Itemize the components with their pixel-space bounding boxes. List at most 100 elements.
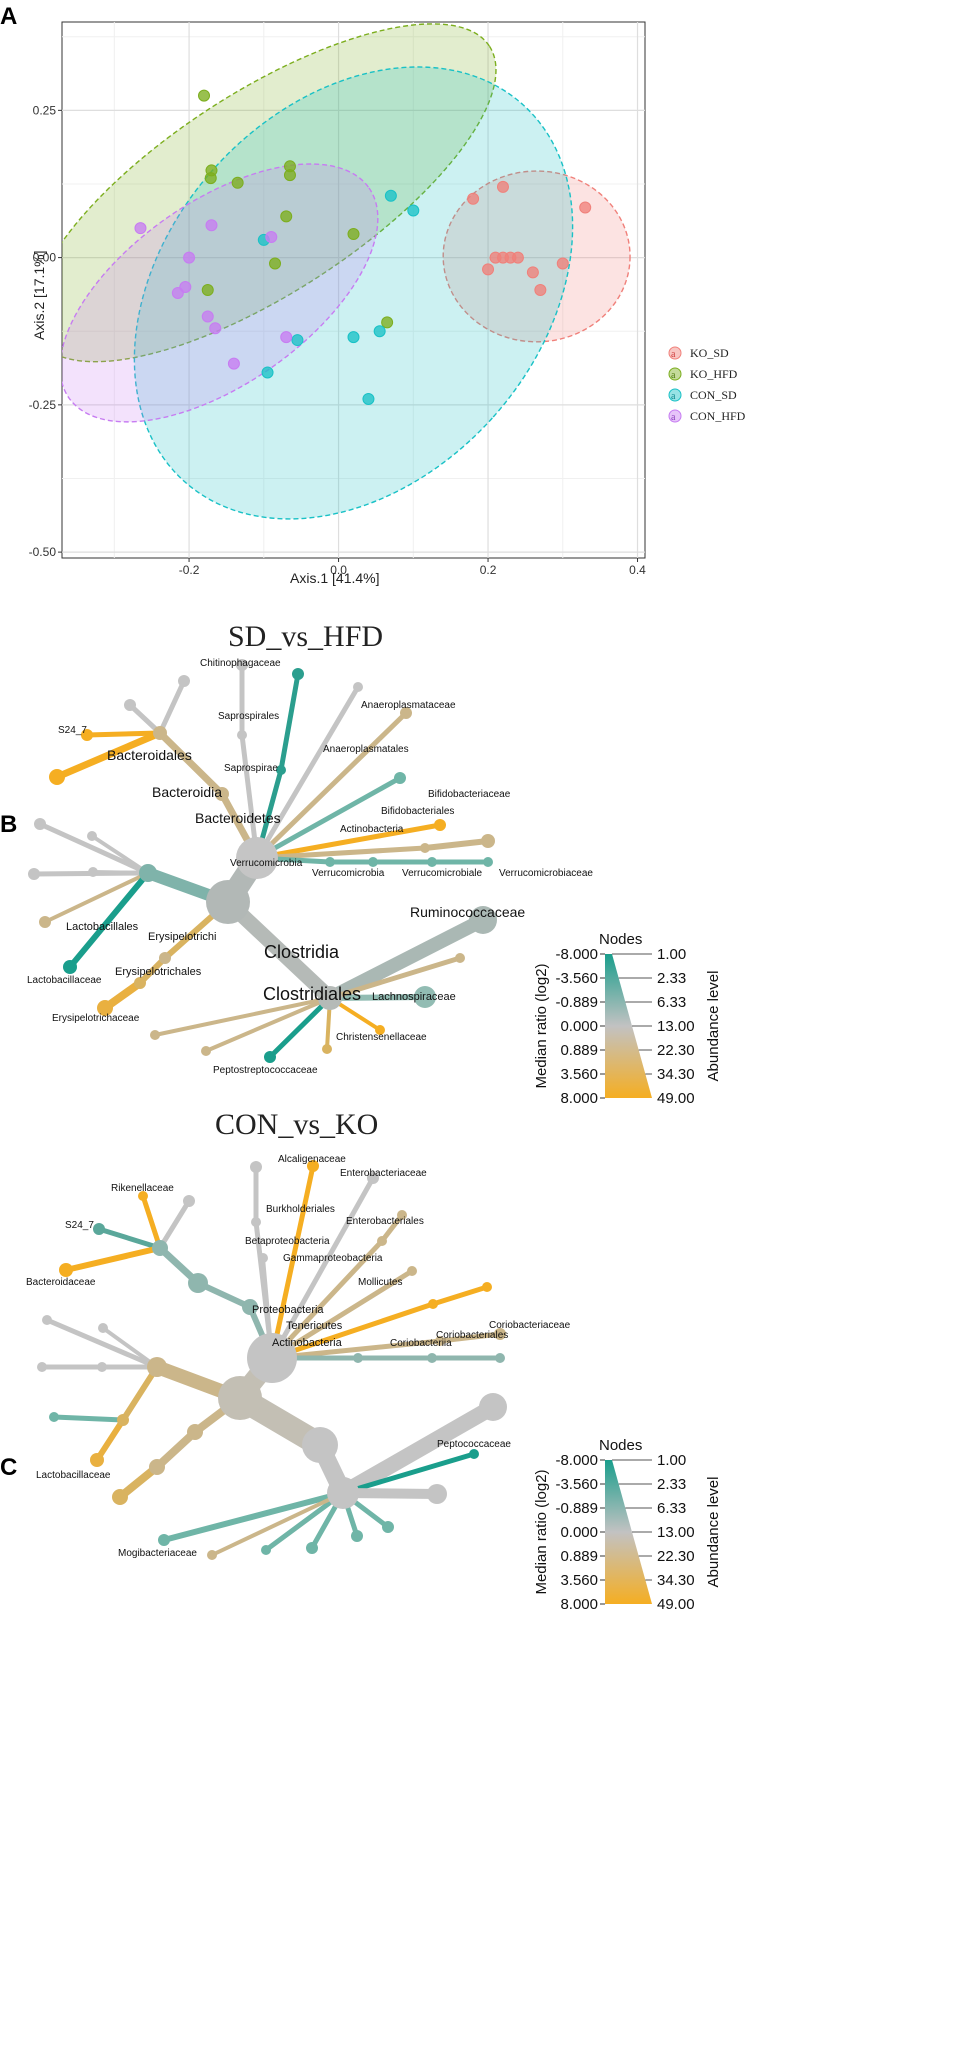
tree-node xyxy=(81,729,93,741)
node-label: Verrucomicrobia xyxy=(230,858,303,869)
point-ko-hfd xyxy=(269,257,282,270)
tree-edge xyxy=(53,729,164,781)
tree-edge xyxy=(323,913,490,1005)
key-abundance-label: Abundance level xyxy=(705,1477,722,1588)
point-ko-sd xyxy=(496,180,509,193)
node-label: Bacteroidales xyxy=(107,747,192,763)
node-label: Verrucomicrobia xyxy=(312,868,385,879)
key-median-value: 8.000 xyxy=(560,1090,598,1107)
tree-edge xyxy=(204,996,332,1053)
tree-node xyxy=(207,1550,217,1560)
tree-node xyxy=(236,837,278,879)
tree-node xyxy=(39,916,51,928)
tree-edge xyxy=(153,1428,199,1471)
point-ko-sd xyxy=(511,251,524,264)
tree-edge xyxy=(153,996,332,1037)
tree-node xyxy=(178,675,190,687)
key-abundance-value: 49.00 xyxy=(657,1090,695,1107)
node-label: Mogibacteriaceae xyxy=(118,1548,197,1559)
key-median-value: 0.000 xyxy=(560,1018,598,1035)
tree-node xyxy=(88,867,98,877)
point-ko-sd xyxy=(526,266,539,279)
tree-edge xyxy=(254,822,443,861)
tree-node xyxy=(187,1424,203,1440)
tree-edge xyxy=(101,1326,159,1369)
tree-node xyxy=(34,818,46,830)
tree-node xyxy=(382,1521,394,1533)
node-label: Enterobacteriaceae xyxy=(340,1168,427,1179)
key-abundance-label: Abundance level xyxy=(705,971,722,1082)
tree-node xyxy=(188,1273,208,1293)
heat-tree-sd-vs-hfd: SD_vs_HFD Chitinophagaceae Saprospirales S… xyxy=(27,620,593,1076)
tree-edge xyxy=(430,1284,490,1307)
key-median-value: 3.560 xyxy=(560,1066,598,1083)
tree-node xyxy=(153,726,167,740)
point-con-sd xyxy=(373,325,386,338)
node-label: Erysipelotrichaceae xyxy=(52,1013,140,1024)
tree-node xyxy=(407,1266,417,1276)
legend: a KO_SD a KO_HFD a CON_SD a CON_HFD xyxy=(668,346,746,423)
tree-node xyxy=(353,682,363,692)
node-label: Verrucomicrobiale xyxy=(402,868,482,879)
tree-edge xyxy=(63,1245,163,1273)
key-abundance-value: 49.00 xyxy=(657,1596,695,1613)
node-label: Gammaproteobacteria xyxy=(283,1253,383,1264)
color-key-c: Nodes-8.000 -3.560 -0.889 0.000 0.889 3.560 8.… xyxy=(533,1437,722,1613)
point-ko-hfd xyxy=(381,316,394,329)
x-tick-label: 0.2 xyxy=(480,563,497,577)
legend-item-con-hfd: a CON_HFD xyxy=(668,409,746,423)
node-label: Coriobacteriales xyxy=(436,1330,508,1341)
node-label: Chitinophagaceae xyxy=(200,658,281,669)
tree-edge xyxy=(120,1364,160,1423)
tree-node xyxy=(63,960,77,974)
node-label: Verrucomicrobiaceae xyxy=(499,868,593,879)
tree-node xyxy=(49,769,65,785)
key-median-value: 8.000 xyxy=(560,1596,598,1613)
tree-node xyxy=(98,1323,108,1333)
panel-label-a: A xyxy=(0,3,17,30)
tree-edge xyxy=(96,1226,163,1251)
tree-node xyxy=(112,1489,128,1505)
tree-edge xyxy=(157,678,187,736)
node-label: Enterobacteriales xyxy=(346,1216,424,1227)
tree-node xyxy=(397,1210,407,1220)
tree-nodes xyxy=(37,1160,507,1560)
tree-edge xyxy=(220,894,338,1006)
heat-tree-con-vs-ko: CON_vs_KO Alcaligenaceae Enterobacteriace… xyxy=(26,1108,571,1560)
key-abundance-value: 13.00 xyxy=(657,1018,695,1035)
point-con-sd xyxy=(347,331,360,344)
legend-key-con-hfd xyxy=(668,409,682,423)
tree-edge xyxy=(340,1451,477,1496)
tree-labels: Alcaligenaceae Enterobacteriaceae Rikenell… xyxy=(26,1154,571,1559)
key-abundance-value: 1.00 xyxy=(657,1452,686,1469)
tree-edge xyxy=(335,1399,501,1501)
key-abundance-value: 34.30 xyxy=(657,1572,695,1589)
point-con-hfd xyxy=(280,331,293,344)
tree-node xyxy=(218,1376,262,1420)
node-label: Bifidobacteriaceae xyxy=(428,789,511,800)
legend-key-glyph: a xyxy=(671,391,676,402)
key-abundance-value: 2.33 xyxy=(657,970,686,987)
tree-edge xyxy=(422,838,491,851)
node-label: Anaeroplasmataceae xyxy=(361,700,456,711)
node-label: Coriobacteriaceae xyxy=(489,1320,571,1331)
legend-key-ko-sd xyxy=(668,346,682,360)
point-ko-sd xyxy=(556,257,569,270)
tree-node xyxy=(306,1542,318,1554)
tree-node xyxy=(124,699,136,711)
tree-node xyxy=(495,1353,505,1363)
ellipse-ko-hfd xyxy=(62,23,497,363)
tree-edge xyxy=(140,1193,163,1251)
key-abundance-value: 13.00 xyxy=(657,1524,695,1541)
tree-edge xyxy=(161,1490,346,1543)
node-label: Lactobacillaceae xyxy=(36,1470,111,1481)
tree-node xyxy=(367,1172,379,1184)
legend-label-con-hfd: CON_HFD xyxy=(690,409,746,423)
tree-node xyxy=(420,843,430,853)
tree-node xyxy=(414,986,436,1008)
node-label: Burkholderiales xyxy=(266,1204,335,1215)
tree-edge xyxy=(254,710,409,861)
legend-key-ko-hfd xyxy=(668,367,682,381)
tree-node xyxy=(327,1477,359,1509)
node-label: Coriobacteriia xyxy=(390,1338,452,1349)
